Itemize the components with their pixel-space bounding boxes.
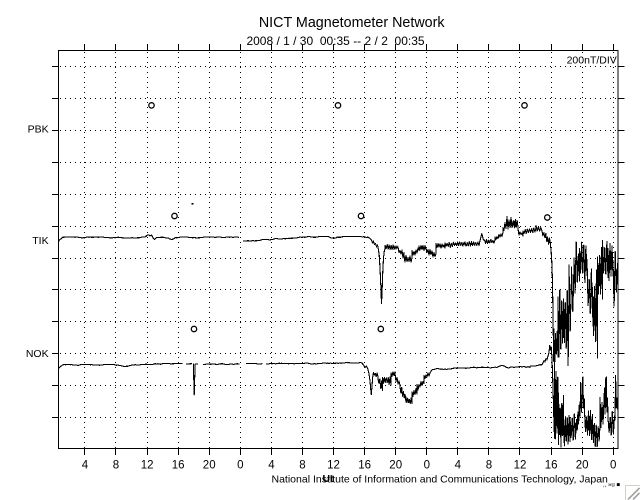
svg-text:8: 8 (113, 460, 119, 472)
svg-text:8: 8 (299, 460, 305, 472)
svg-text:16: 16 (358, 460, 371, 472)
svg-text:20: 20 (203, 460, 216, 472)
svg-text:0: 0 (610, 460, 616, 472)
svg-text:2008 / 1 / 30 00:35 -- 2 / 2: 2008 / 1 / 30 00:35 -- 2 / 2 00:35 (246, 34, 424, 48)
svg-text:0: 0 (237, 460, 243, 472)
svg-text:12: 12 (141, 460, 154, 472)
svg-text:8: 8 (486, 460, 492, 472)
svg-text:National Institute of Informat: National Institute of Information and Co… (272, 474, 609, 486)
svg-text:0: 0 (424, 460, 430, 472)
svg-text:20: 20 (389, 460, 402, 472)
svg-text:200nT/DIV: 200nT/DIV (567, 54, 617, 66)
svg-text:4: 4 (82, 460, 89, 472)
svg-text:12: 12 (514, 460, 527, 472)
svg-text:PBK: PBK (28, 123, 49, 135)
svg-text:TIK: TIK (32, 235, 48, 247)
svg-text:12: 12 (327, 460, 340, 472)
svg-text:,, »u ■: ,, »u ■ (603, 483, 620, 489)
svg-text:Ut: Ut (323, 473, 335, 485)
svg-text:16: 16 (545, 460, 558, 472)
svg-text:20: 20 (576, 460, 589, 472)
svg-text:NICT Magnetometer Network: NICT Magnetometer Network (259, 15, 446, 31)
svg-text:4: 4 (455, 460, 462, 472)
svg-text:NOK: NOK (26, 348, 49, 360)
svg-text:4: 4 (268, 460, 275, 472)
svg-text:16: 16 (172, 460, 185, 472)
